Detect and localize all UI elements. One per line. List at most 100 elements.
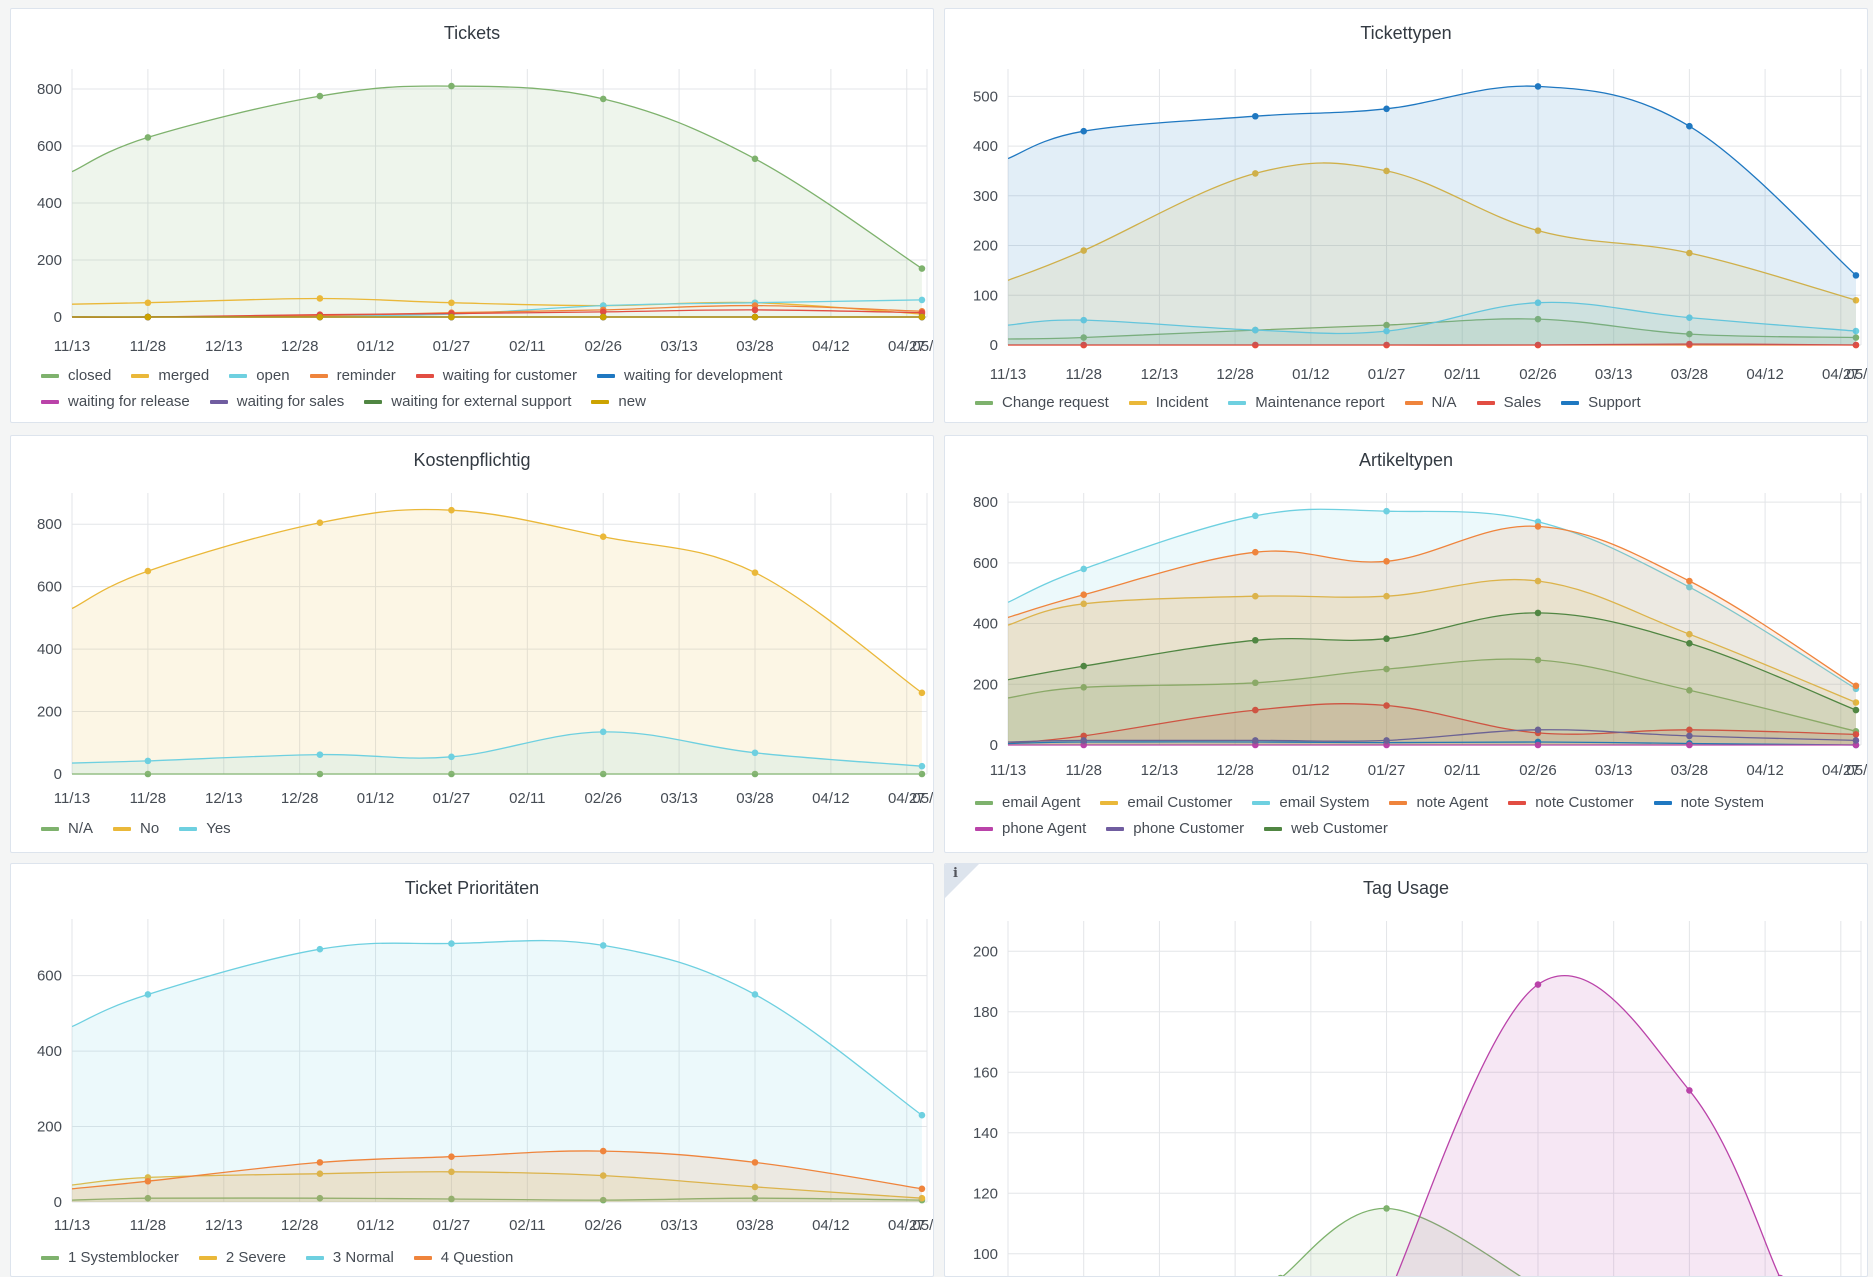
point-phone-customer[interactable]: [1080, 737, 1088, 744]
point-incident[interactable]: [1383, 167, 1390, 175]
point-closed[interactable]: [599, 95, 607, 103]
point-email-customer[interactable]: [1686, 630, 1693, 638]
panel-title[interactable]: Tickettypen: [1360, 23, 1452, 43]
point-note-customer[interactable]: [1252, 706, 1259, 714]
point-4-question[interactable]: [144, 1177, 152, 1185]
point-incident[interactable]: [1852, 296, 1860, 304]
point-2-severe[interactable]: [918, 1194, 926, 1202]
point-note-agent[interactable]: [1252, 548, 1259, 556]
point-1-systemblocker[interactable]: [751, 1194, 759, 1202]
point-new[interactable]: [144, 313, 152, 321]
point-sales[interactable]: [1852, 341, 1860, 349]
point-support[interactable]: [1080, 127, 1088, 135]
point-sales[interactable]: [1080, 341, 1088, 349]
legend-item[interactable]: new: [591, 393, 646, 410]
legend-item[interactable]: phone Customer: [1106, 820, 1244, 837]
point-phone-customer[interactable]: [1852, 737, 1860, 744]
legend-item[interactable]: Maintenance report: [1228, 394, 1385, 411]
point-change-request[interactable]: [1383, 321, 1390, 329]
point-series-1[interactable]: [1686, 1087, 1693, 1094]
point-phone-agent[interactable]: [1383, 741, 1390, 749]
legend-item[interactable]: email Customer: [1100, 794, 1232, 811]
legend-item[interactable]: email Agent: [975, 794, 1080, 811]
legend-item[interactable]: note Agent: [1389, 794, 1488, 811]
point-support[interactable]: [1252, 112, 1259, 120]
point-email-customer[interactable]: [1383, 592, 1390, 600]
point-support[interactable]: [1534, 83, 1542, 90]
legend-item[interactable]: Sales: [1476, 394, 1541, 411]
point-note-agent[interactable]: [1383, 558, 1390, 565]
point-sales[interactable]: [1534, 341, 1542, 349]
point-sales[interactable]: [1383, 341, 1390, 349]
legend-item[interactable]: No: [113, 820, 159, 837]
point-web-customer[interactable]: [1383, 635, 1390, 643]
point-4-question[interactable]: [918, 1185, 926, 1193]
line-3-normal[interactable]: [72, 939, 923, 1116]
point-yes[interactable]: [599, 728, 607, 736]
info-corner[interactable]: [945, 864, 979, 898]
legend-item[interactable]: note Customer: [1508, 794, 1634, 811]
legend-item[interactable]: 3 Normal: [305, 1249, 394, 1266]
point-n-a[interactable]: [751, 770, 759, 778]
point-web-customer[interactable]: [1252, 636, 1259, 644]
point-n-a[interactable]: [144, 770, 152, 778]
point-new[interactable]: [751, 313, 759, 321]
point-email-customer[interactable]: [1534, 577, 1542, 585]
point-email-system[interactable]: [1686, 583, 1693, 591]
point-email-customer[interactable]: [1080, 600, 1088, 608]
point-4-question[interactable]: [448, 1153, 455, 1161]
point-no[interactable]: [751, 569, 759, 576]
chart-ticket-prioritaeten[interactable]: 11/13 11/28 12/13 12/28 01/12 01/27 02/11 02/26…: [11, 864, 934, 1277]
point-web-customer[interactable]: [1534, 609, 1542, 617]
point-maintenance-report[interactable]: [1534, 299, 1542, 307]
point-4-question[interactable]: [751, 1159, 759, 1166]
point-maintenance-report[interactable]: [1383, 327, 1390, 335]
point-new[interactable]: [316, 313, 324, 321]
line-web-customer[interactable]: [1008, 612, 1857, 711]
point-4-question[interactable]: [316, 1159, 324, 1166]
point-email-system[interactable]: [1080, 565, 1088, 573]
point-n-a[interactable]: [599, 770, 607, 778]
point-phone-agent[interactable]: [1080, 741, 1088, 749]
point-maintenance-report[interactable]: [1252, 326, 1259, 334]
line-series-1[interactable]: [1387, 975, 1781, 1277]
point-3-normal[interactable]: [751, 991, 759, 998]
panel-title[interactable]: Kostenpflichtig: [413, 450, 531, 470]
legend-item[interactable]: web Customer: [1264, 820, 1388, 837]
point-merged[interactable]: [448, 299, 455, 307]
point-2-severe[interactable]: [599, 1172, 607, 1179]
point-phone-customer[interactable]: [1534, 726, 1542, 734]
point-n-a[interactable]: [316, 770, 324, 778]
point-note-agent[interactable]: [1534, 523, 1542, 530]
legend-item[interactable]: Change request: [975, 394, 1109, 411]
chart-tag-usage[interactable]: 100 120 140 160 180 200: [945, 864, 1868, 1277]
point-yes[interactable]: [448, 753, 455, 761]
point-closed[interactable]: [316, 92, 324, 100]
chart-kostenpflichtig[interactable]: 11/13 11/28 12/13 12/28 01/12 01/27 02/11 02/26…: [11, 436, 934, 853]
point-closed[interactable]: [448, 82, 455, 90]
point-incident[interactable]: [1252, 170, 1259, 177]
line-closed[interactable]: [72, 85, 923, 270]
point-3-normal[interactable]: [316, 945, 324, 953]
legend-item[interactable]: closed: [41, 367, 111, 384]
point-web-customer[interactable]: [1852, 706, 1860, 714]
legend-item[interactable]: waiting for release: [41, 393, 190, 410]
point-merged[interactable]: [144, 299, 152, 307]
legend-item[interactable]: merged: [131, 367, 209, 384]
point-phone-agent[interactable]: [1852, 741, 1860, 749]
point-change-request[interactable]: [1686, 330, 1693, 338]
legend-item[interactable]: waiting for development: [597, 367, 782, 384]
point-email-system[interactable]: [1252, 512, 1259, 520]
point-no[interactable]: [448, 506, 455, 514]
panel-title[interactable]: Tickets: [443, 23, 501, 43]
point-1-systemblocker[interactable]: [448, 1195, 455, 1203]
point-waiting-for-customer[interactable]: [751, 306, 759, 314]
legend-item[interactable]: N/A: [41, 820, 93, 837]
point-email-customer[interactable]: [1852, 699, 1860, 706]
point-email-agent[interactable]: [1080, 684, 1088, 691]
point-email-agent[interactable]: [1383, 665, 1390, 673]
point-email-system[interactable]: [1534, 518, 1542, 526]
point-maintenance-report[interactable]: [1686, 314, 1693, 321]
point-phone-agent[interactable]: [1534, 741, 1542, 749]
legend-item[interactable]: N/A: [1404, 394, 1457, 411]
